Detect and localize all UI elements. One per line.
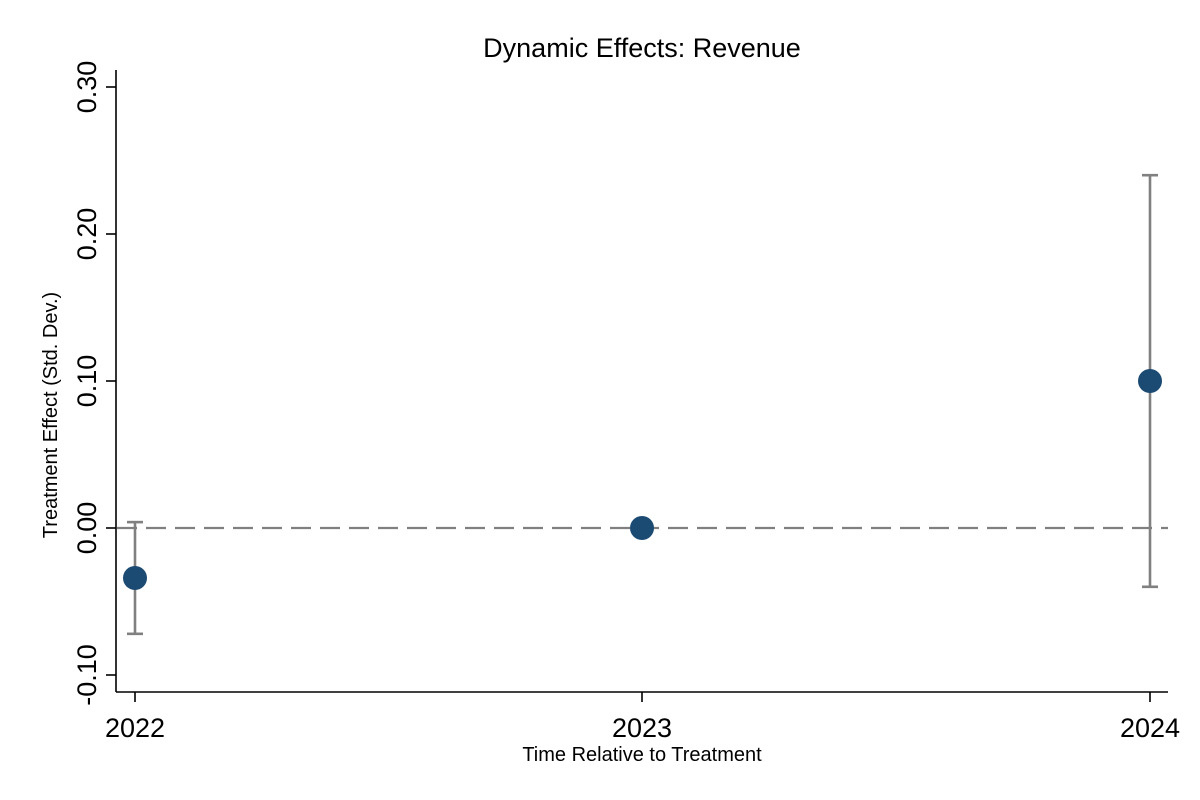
x-axis-ticks: 2022 2023 2024	[105, 692, 1180, 743]
point-estimate-layer	[123, 369, 1162, 590]
y-axis-label: Treatment Effect (Std. Dev.)	[40, 292, 62, 538]
point-estimate-marker	[630, 516, 654, 540]
y-tick-label: 0.10	[72, 355, 102, 408]
y-tick-label: 0.00	[72, 502, 102, 555]
chart-title: Dynamic Effects: Revenue	[483, 33, 801, 63]
x-tick-label: 2024	[1120, 713, 1180, 743]
y-tick-label: 0.20	[72, 208, 102, 261]
point-estimate-marker	[123, 565, 147, 590]
confidence-interval-layer	[127, 173, 1158, 636]
y-tick-label: 0.30	[72, 61, 102, 114]
x-tick-label: 2023	[612, 713, 672, 743]
x-axis-label: Time Relative to Treatment	[522, 744, 762, 766]
x-tick-label: 2022	[105, 713, 165, 743]
y-tick-label: -0.10	[72, 644, 102, 706]
y-axis-ticks: -0.10 0.00 0.10 0.20 0.30	[72, 61, 116, 706]
point-estimate-marker	[1138, 369, 1162, 393]
